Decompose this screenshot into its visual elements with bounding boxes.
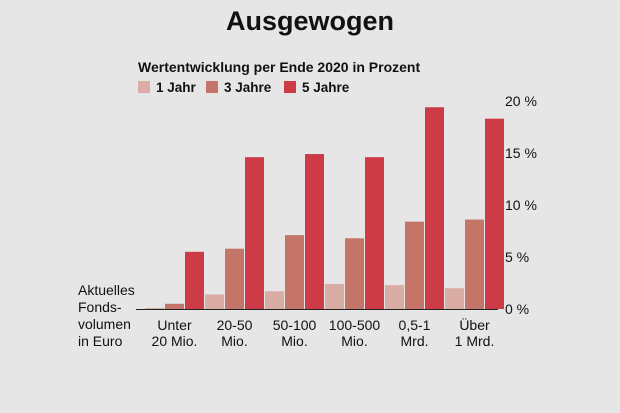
y-tick-label: 20 % <box>505 93 537 109</box>
bar <box>225 248 244 309</box>
bar <box>145 307 164 309</box>
y-axis: 0 % 5 % 10 % 15 % 20 % <box>505 93 537 317</box>
chart-subtitle: Wertentwicklung per Ende 2020 in Prozent <box>138 59 420 75</box>
bar <box>465 219 484 309</box>
bar <box>385 285 404 309</box>
y-tick-label: 0 % <box>505 301 529 317</box>
bar <box>165 303 184 309</box>
x-axis: Unter 20 Mio. 20-50 Mio. 50-100 Mio. 100-500 Mi… <box>136 309 498 349</box>
x-tick-label: Über 1 Mrd. <box>455 316 495 349</box>
bar <box>205 294 224 309</box>
bar <box>485 118 504 310</box>
bar <box>185 251 204 309</box>
y-tick-label: 10 % <box>505 197 537 213</box>
x-tick-label: Unter 20 Mio. <box>152 317 198 349</box>
legend-label-1: 3 Jahre <box>224 80 272 95</box>
bar <box>425 107 444 310</box>
bar <box>365 157 384 309</box>
legend-swatch-2 <box>284 81 296 93</box>
bar <box>405 221 424 309</box>
bar <box>305 154 324 309</box>
x-tick-label: 50-100 Mio. <box>273 317 317 349</box>
bar <box>345 238 364 309</box>
legend-label-2: 5 Jahre <box>302 80 350 95</box>
bar <box>265 291 284 309</box>
x-tick-label: 20-50 Mio. <box>217 317 253 349</box>
bar <box>325 284 344 309</box>
x-tick-label: 0,5-1 Mrd. <box>399 317 431 349</box>
bar <box>445 288 464 309</box>
legend: 1 Jahr 3 Jahre 5 Jahre <box>138 80 350 95</box>
x-tick-label: 100-500 Mio. <box>329 317 381 349</box>
y-tick-label: 5 % <box>505 249 529 265</box>
y-tick-label: 15 % <box>505 145 537 161</box>
bar <box>285 235 304 309</box>
x-axis-title: Aktuelles Fonds-volumen in Euro <box>78 282 135 349</box>
bars <box>145 107 504 310</box>
legend-label-0: 1 Jahr <box>156 80 197 95</box>
legend-swatch-0 <box>138 81 150 93</box>
x-axis-label: Aktuelles Fonds-volumen in Euro <box>78 282 135 349</box>
bar <box>245 157 264 309</box>
legend-swatch-1 <box>206 81 218 93</box>
chart-title: Ausgewogen <box>226 6 394 36</box>
